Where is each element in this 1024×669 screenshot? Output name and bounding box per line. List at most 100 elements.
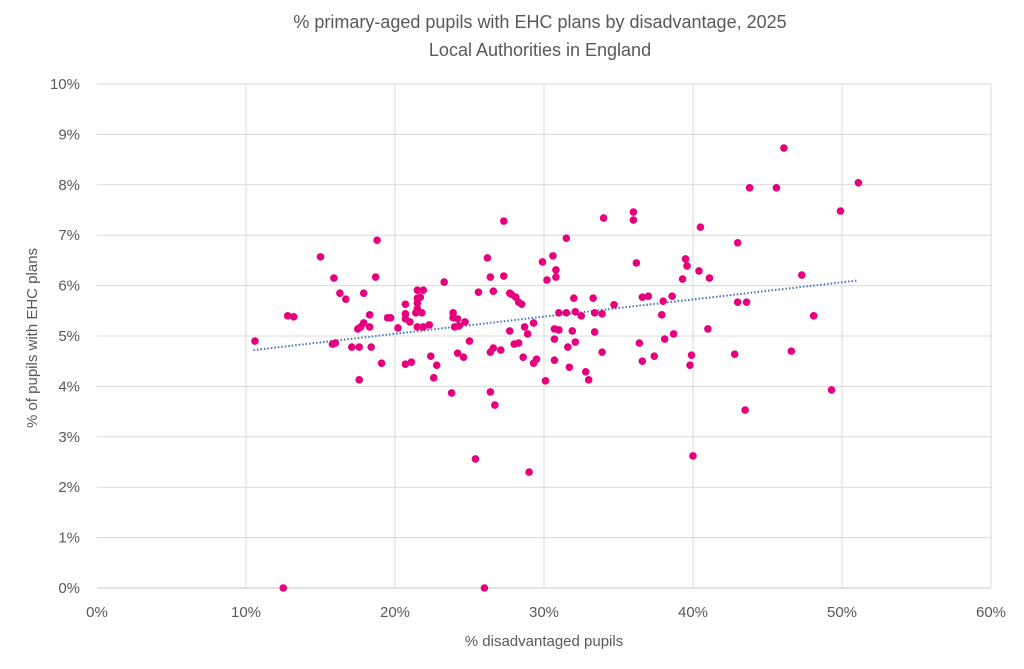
data-point bbox=[678, 275, 687, 283]
data-point bbox=[459, 353, 468, 361]
data-point bbox=[797, 271, 806, 279]
data-point bbox=[365, 323, 374, 331]
data-point bbox=[590, 328, 599, 336]
data-point bbox=[347, 343, 356, 351]
data-point bbox=[426, 352, 435, 360]
data-point bbox=[483, 254, 492, 262]
data-point bbox=[571, 338, 580, 346]
data-point bbox=[827, 386, 836, 394]
data-point bbox=[355, 376, 364, 384]
data-point bbox=[289, 313, 298, 321]
x-tick-label: 40% bbox=[678, 604, 708, 621]
x-tick-label: 20% bbox=[380, 604, 410, 621]
data-point bbox=[432, 361, 441, 370]
data-point bbox=[854, 178, 863, 187]
tick-labels: 0% 1% 2% 3% 4% 5% 6% 7% 8% 9% 10% 0% 10% 20% 30% 40% 50%… bbox=[50, 76, 1006, 621]
data-point bbox=[371, 273, 380, 281]
data-point bbox=[486, 388, 495, 396]
data-point bbox=[704, 325, 712, 333]
data-point bbox=[550, 335, 559, 343]
data-point bbox=[489, 287, 498, 295]
data-point bbox=[772, 184, 781, 192]
data-point bbox=[562, 309, 571, 317]
data-point bbox=[342, 295, 350, 304]
data-point bbox=[577, 312, 586, 320]
data-point bbox=[660, 335, 669, 343]
data-point bbox=[455, 322, 463, 330]
data-point bbox=[394, 324, 402, 332]
data-point bbox=[367, 343, 375, 351]
data-point bbox=[279, 584, 288, 592]
data-point bbox=[316, 253, 325, 261]
data-point bbox=[730, 350, 739, 358]
data-point bbox=[283, 312, 292, 320]
data-point bbox=[638, 293, 647, 301]
data-point bbox=[689, 452, 697, 460]
x-tick-label: 0% bbox=[86, 604, 108, 621]
data-point bbox=[407, 358, 416, 367]
data-point bbox=[365, 311, 374, 319]
data-point bbox=[695, 267, 703, 275]
data-point bbox=[499, 217, 508, 225]
data-point bbox=[474, 288, 483, 296]
data-point bbox=[330, 274, 338, 282]
data-point bbox=[570, 294, 578, 303]
data-point bbox=[538, 258, 547, 266]
data-point bbox=[401, 360, 410, 369]
data-point bbox=[610, 300, 618, 309]
data-point bbox=[780, 144, 788, 152]
y-axis-label: % of pupils with EHC plans bbox=[24, 248, 41, 428]
y-tick-label: 6% bbox=[58, 278, 80, 295]
data-point bbox=[686, 361, 694, 370]
data-point bbox=[629, 216, 638, 224]
data-point bbox=[525, 468, 533, 476]
data-point bbox=[741, 406, 749, 414]
data-point bbox=[465, 337, 474, 345]
data-point bbox=[412, 309, 420, 317]
data-point bbox=[745, 184, 754, 192]
y-tick-label: 7% bbox=[58, 227, 80, 244]
data-point bbox=[406, 318, 414, 326]
data-point bbox=[453, 315, 462, 323]
data-point bbox=[543, 276, 551, 284]
data-point bbox=[687, 351, 696, 359]
data-point bbox=[669, 330, 678, 338]
data-point bbox=[668, 292, 676, 300]
data-point bbox=[418, 309, 426, 317]
data-point bbox=[461, 318, 469, 326]
data-point bbox=[517, 300, 526, 309]
data-point bbox=[550, 356, 559, 364]
chart-title: % primary-aged pupils with EHC plans by … bbox=[293, 12, 787, 32]
x-tick-label: 30% bbox=[529, 604, 559, 621]
data-point bbox=[251, 337, 259, 345]
y-tick-label: 2% bbox=[58, 479, 80, 496]
data-point bbox=[401, 300, 410, 309]
data-point bbox=[552, 273, 560, 281]
data-point bbox=[562, 234, 571, 243]
data-point bbox=[419, 323, 428, 331]
data-point bbox=[599, 214, 608, 222]
data-point bbox=[486, 273, 495, 281]
data-point bbox=[571, 308, 580, 316]
data-point bbox=[733, 238, 742, 247]
data-points bbox=[251, 144, 863, 592]
chart-subtitle: Local Authorities in England bbox=[428, 40, 652, 60]
data-point bbox=[705, 274, 714, 282]
data-point bbox=[635, 339, 644, 347]
data-point bbox=[331, 339, 340, 347]
data-point bbox=[413, 286, 422, 294]
data-point bbox=[519, 353, 527, 361]
data-point bbox=[555, 309, 563, 317]
data-point bbox=[733, 298, 742, 307]
data-point bbox=[657, 311, 666, 319]
data-point bbox=[529, 319, 538, 327]
data-point bbox=[564, 343, 572, 351]
data-point bbox=[489, 344, 498, 352]
y-tick-label: 8% bbox=[58, 177, 80, 194]
data-point bbox=[581, 367, 590, 376]
gridlines bbox=[97, 83, 992, 589]
data-point bbox=[742, 298, 751, 307]
data-point bbox=[629, 208, 638, 216]
data-point bbox=[552, 266, 560, 274]
data-point bbox=[809, 312, 818, 320]
